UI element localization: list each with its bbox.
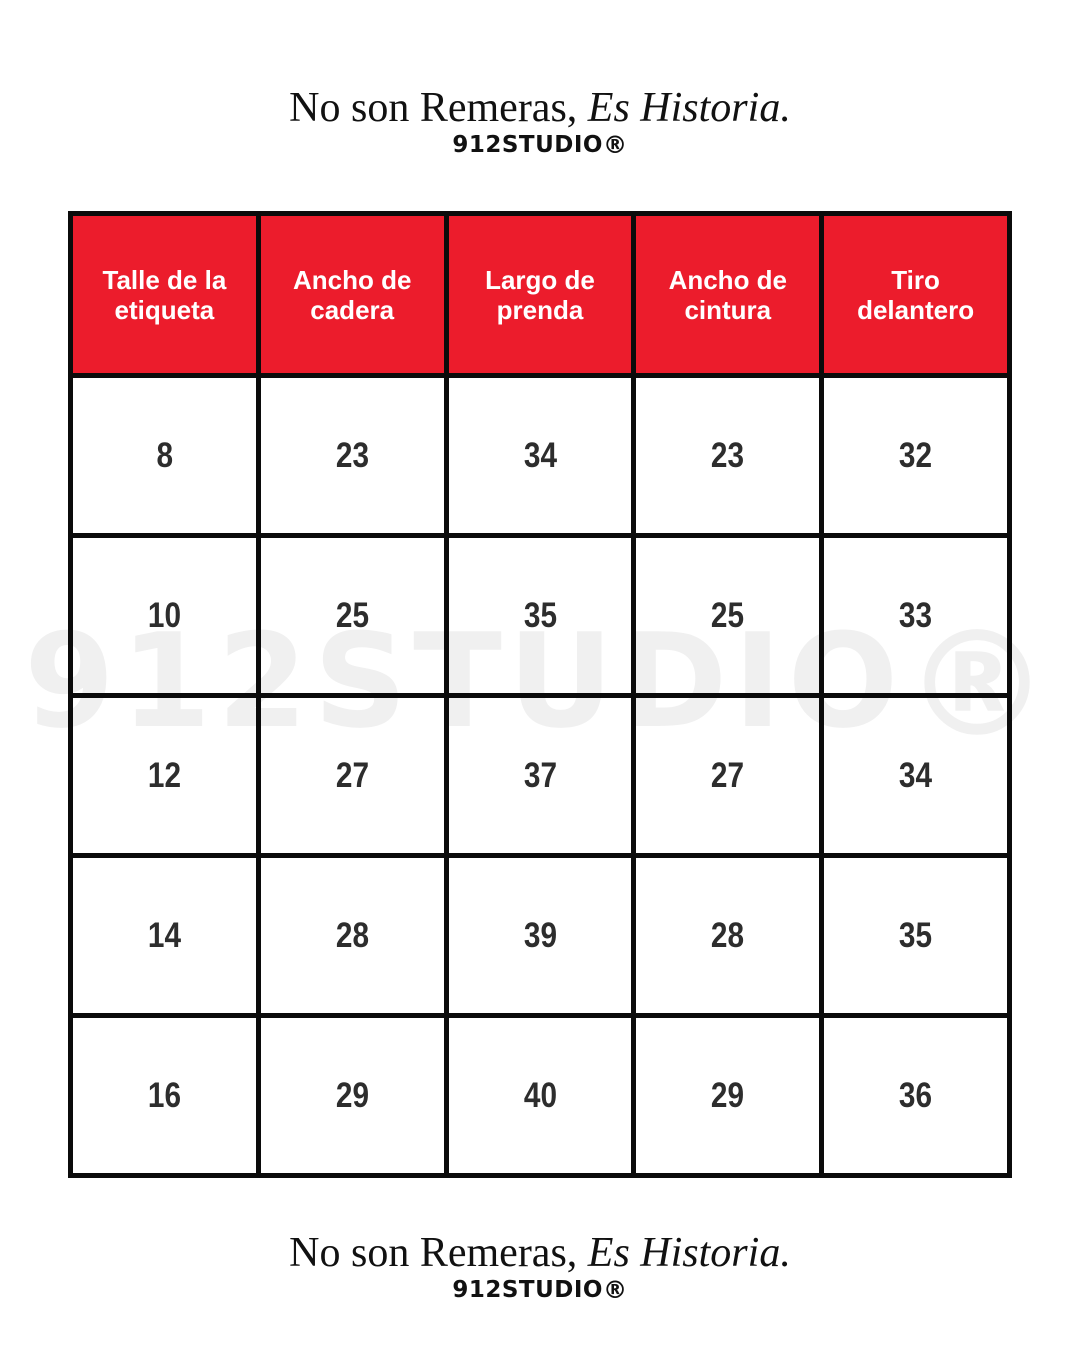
cell-value: 28 [631,853,825,1018]
cell-value: 23 [631,373,825,538]
cell-value: 29 [711,1075,745,1115]
cell-value: 32 [819,373,1012,538]
cell-value: 23 [711,435,745,475]
logo-text: 912STUDIO [452,1277,603,1303]
cell-value: 34 [819,693,1012,858]
cell-value: 33 [899,595,933,635]
cell-value: 34 [899,755,933,795]
cell-value: 8 [156,435,173,475]
cell-value: 39 [523,915,557,955]
cell-value: 25 [255,533,449,698]
brand-logo: 912STUDIO® [0,133,1080,158]
brand-tagline: No son Remeras, Es Historia. [0,1231,1080,1275]
brand-logo: 912STUDIO® [0,1278,1080,1303]
cell-value: 36 [899,1075,933,1115]
cell-size-label: 14 [68,853,261,1018]
cell-value: 28 [255,853,449,1018]
cell-value: 25 [711,595,745,635]
cell-value: 28 [711,915,745,955]
cell-value: 27 [711,755,745,795]
cell-value: 37 [443,693,637,858]
cell-value: 29 [255,1013,449,1178]
brand-tagline: No son Remeras, Es Historia. [0,86,1080,130]
cell-value: 40 [523,1075,557,1115]
cell-value: 25 [335,595,369,635]
cell-value: 39 [443,853,637,1018]
cell-size-label: 16 [68,1013,261,1178]
cell-value: 32 [899,435,933,475]
tagline-italic-part: Es Historia. [587,85,791,131]
tagline-italic-part: Es Historia. [587,1230,791,1276]
cell-value: 33 [819,533,1012,698]
cell-value: 23 [255,373,449,538]
cell-value: 34 [523,435,557,475]
cell-value: 23 [335,435,369,475]
cell-value: 16 [147,1075,181,1115]
cell-value: 37 [523,755,557,795]
table-row-size-12: 12 27 37 27 34 [68,693,1012,858]
cell-value: 29 [335,1075,369,1115]
cell-value: 36 [819,1013,1012,1178]
cell-value: 29 [631,1013,825,1178]
size-chart-header-row: Talle de la etiqueta Ancho de cadera Lar… [68,211,1012,378]
cell-value: 34 [443,373,637,538]
cell-value: 27 [335,755,369,795]
cell-value: 35 [819,853,1012,1018]
header-brand-block: No son Remeras, Es Historia. 912STUDIO® [0,86,1080,158]
cell-value: 40 [443,1013,637,1178]
column-header-largo-prenda: Largo de prenda [443,211,637,378]
cell-size-label: 12 [68,693,261,858]
column-header-ancho-cadera: Ancho de cadera [255,211,449,378]
cell-size-label: 8 [68,373,261,538]
column-header-tiro-delantero: Tiro delantero [819,211,1012,378]
registered-trademark-icon: ® [603,130,628,159]
table-row-size-8: 8 23 34 23 32 [68,373,1012,538]
size-chart-table: Talle de la etiqueta Ancho de cadera Lar… [68,211,1012,1178]
cell-size-label: 10 [68,533,261,698]
tagline-regular-part: No son Remeras, [289,1230,588,1276]
registered-trademark-icon: ® [603,1275,628,1304]
cell-value: 14 [147,915,181,955]
logo-text: 912STUDIO [452,132,603,158]
cell-value: 28 [335,915,369,955]
cell-value: 27 [255,693,449,858]
cell-value: 35 [523,595,557,635]
table-row-size-10: 10 25 35 25 33 [68,533,1012,698]
cell-value: 27 [631,693,825,858]
tagline-regular-part: No son Remeras, [289,85,588,131]
cell-value: 10 [147,595,181,635]
column-header-talle-etiqueta: Talle de la etiqueta [68,211,261,378]
table-row-size-14: 14 28 39 28 35 [68,853,1012,1018]
cell-value: 35 [899,915,933,955]
column-header-ancho-cintura: Ancho de cintura [631,211,825,378]
cell-value: 25 [631,533,825,698]
footer-brand-block: No son Remeras, Es Historia. 912STUDIO® [0,1231,1080,1303]
cell-value: 35 [443,533,637,698]
table-row-size-16: 16 29 40 29 36 [68,1013,1012,1178]
cell-value: 12 [147,755,181,795]
